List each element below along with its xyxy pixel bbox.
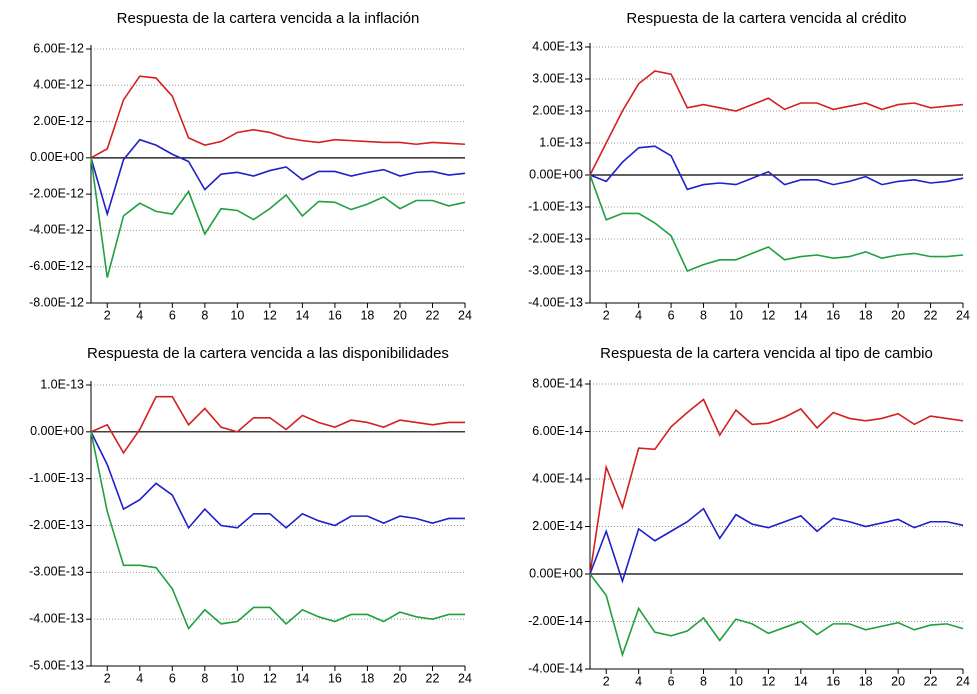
y-tick-label: -2.00E-13	[528, 231, 583, 245]
y-tick-label: 1.0E-13	[539, 135, 583, 149]
series-line	[90, 75, 466, 159]
y-tick-label: -3.00E-13	[29, 565, 84, 579]
x-tick-label: 24	[458, 671, 472, 685]
x-tick-label: 4	[136, 308, 143, 322]
y-tick-label: 0.00E+00	[529, 566, 583, 580]
series-line	[589, 145, 964, 191]
series-line	[589, 507, 964, 584]
x-tick-label: 22	[924, 308, 938, 322]
x-tick-label: 14	[794, 674, 808, 688]
series-line	[589, 174, 964, 273]
y-tick-label: -1.00E-13	[528, 199, 583, 213]
series-line	[589, 70, 964, 176]
x-tick-label: 6	[169, 308, 176, 322]
x-tick-label: 16	[826, 674, 840, 688]
x-tick-label: 14	[295, 308, 309, 322]
y-tick-label: -2.00E-14	[528, 614, 583, 628]
x-tick-label: 18	[859, 308, 873, 322]
x-tick-label: 6	[668, 674, 675, 688]
x-tick-label: 8	[700, 308, 707, 322]
y-tick-label: 0.00E+00	[30, 150, 84, 164]
y-tick-label: 1.0E-13	[40, 377, 84, 391]
chart-title: Respuesta de la cartera vencida a la inf…	[117, 10, 420, 27]
x-tick-label: 16	[328, 671, 342, 685]
series-line	[90, 395, 465, 455]
x-tick-label: 14	[295, 671, 309, 685]
x-tick-label: 8	[201, 671, 208, 685]
y-tick-label: 0.00E+00	[30, 424, 84, 438]
x-tick-label: 4	[635, 308, 642, 322]
series-line	[589, 398, 964, 575]
x-tick-label: 24	[956, 308, 970, 322]
x-tick-label: 18	[360, 308, 374, 322]
x-tick-label: 20	[891, 308, 905, 322]
x-tick-label: 20	[393, 308, 407, 322]
series-line	[589, 573, 964, 658]
x-tick-label: 12	[263, 308, 277, 322]
x-tick-label: 12	[761, 674, 775, 688]
y-tick-label: 2.00E-14	[532, 519, 583, 533]
y-tick-label: 0.00E+00	[529, 167, 583, 181]
x-tick-label: 20	[393, 671, 407, 685]
x-tick-label: 12	[263, 671, 277, 685]
y-tick-label: 4.00E-13	[532, 39, 583, 53]
y-tick-label: 3.00E-13	[532, 71, 583, 85]
series-line	[90, 157, 466, 278]
series-line	[90, 431, 465, 631]
y-tick-label: -1.00E-13	[29, 471, 84, 485]
y-tick-label: 4.00E-12	[33, 78, 84, 92]
x-tick-label: 16	[826, 308, 840, 322]
series-line	[90, 431, 465, 530]
y-tick-label: -8.00E-12	[29, 295, 84, 309]
x-tick-label: 24	[458, 308, 472, 322]
x-tick-label: 2	[104, 671, 111, 685]
x-tick-label: 10	[729, 308, 743, 322]
y-tick-label: -6.00E-12	[29, 259, 84, 273]
x-tick-label: 10	[729, 674, 743, 688]
y-tick-label: 2.00E-12	[33, 114, 84, 128]
y-tick-label: -2.00E-13	[29, 518, 84, 532]
chart-title: Respuesta de la cartera vencida al tipo …	[600, 345, 933, 362]
chart-title: Respuesta de la cartera vencida a las di…	[87, 345, 449, 362]
y-tick-label: 2.00E-13	[532, 103, 583, 117]
y-tick-label: -3.00E-13	[528, 263, 583, 277]
x-tick-label: 24	[956, 674, 970, 688]
x-tick-label: 20	[891, 674, 905, 688]
x-tick-label: 22	[924, 674, 938, 688]
x-tick-label: 22	[426, 671, 440, 685]
series-line	[90, 138, 466, 217]
x-tick-label: 22	[426, 308, 440, 322]
chart-title: Respuesta de la cartera vencida al crédi…	[626, 10, 906, 27]
x-tick-label: 2	[603, 674, 610, 688]
x-tick-label: 10	[230, 671, 244, 685]
x-tick-label: 16	[328, 308, 342, 322]
x-tick-label: 8	[201, 308, 208, 322]
y-tick-label: -2.00E-12	[29, 186, 84, 200]
y-tick-label: 8.00E-14	[532, 376, 583, 390]
x-tick-label: 12	[761, 308, 775, 322]
x-tick-label: 8	[700, 674, 707, 688]
x-tick-label: 6	[668, 308, 675, 322]
y-tick-label: -4.00E-13	[29, 611, 84, 625]
x-tick-label: 10	[230, 308, 244, 322]
y-tick-label: -4.00E-13	[528, 295, 583, 309]
x-tick-label: 14	[794, 308, 808, 322]
y-tick-label: 6.00E-14	[532, 424, 583, 438]
y-tick-label: -5.00E-13	[29, 658, 84, 672]
y-tick-label: -4.00E-14	[528, 661, 583, 675]
x-tick-label: 2	[603, 308, 610, 322]
y-tick-label: -4.00E-12	[29, 223, 84, 237]
x-tick-label: 18	[360, 671, 374, 685]
y-tick-label: 4.00E-14	[532, 471, 583, 485]
x-tick-label: 18	[859, 674, 873, 688]
x-tick-label: 6	[169, 671, 176, 685]
x-tick-label: 4	[136, 671, 143, 685]
x-tick-label: 2	[104, 308, 111, 322]
x-tick-label: 4	[635, 674, 642, 688]
y-tick-label: 6.00E-12	[33, 41, 84, 55]
